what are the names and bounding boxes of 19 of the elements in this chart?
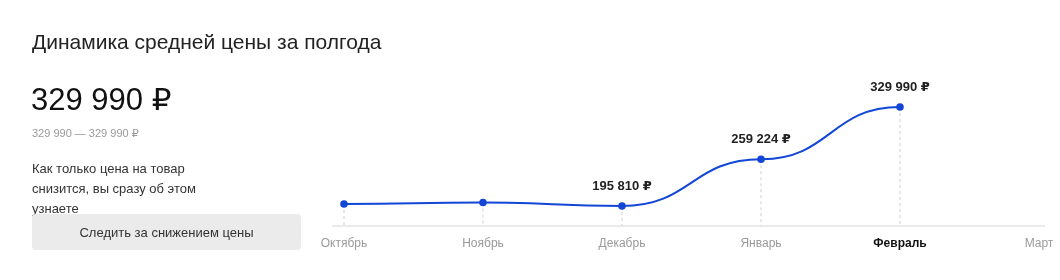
data-label: 329 990 ₽	[870, 79, 930, 94]
x-tick-label: Ноябрь	[462, 236, 504, 250]
point	[896, 103, 904, 111]
x-tick-label: Декабрь	[598, 236, 646, 250]
point	[340, 200, 348, 208]
x-tick-label: Март	[1024, 236, 1054, 250]
data-label: 259 224 ₽	[731, 131, 791, 147]
point	[618, 202, 626, 210]
text: 329 990 ₽	[31, 82, 172, 117]
point	[479, 198, 487, 207]
x-tick-label: Январь	[740, 236, 782, 250]
data-label: 195 810 ₽	[592, 178, 652, 193]
x-tick-label: Февраль	[873, 236, 927, 250]
text: Как только цена на товар снизится, вы сразу об этом узнаете	[32, 161, 197, 216]
chart-title: Динамика средней цены за полгода	[32, 30, 382, 53]
text: 329 990 — 329 990 ₽	[32, 127, 139, 139]
text: Следить за снижением цены	[79, 225, 254, 240]
x-tick-label: Октябрь	[320, 236, 368, 250]
point	[757, 155, 765, 164]
